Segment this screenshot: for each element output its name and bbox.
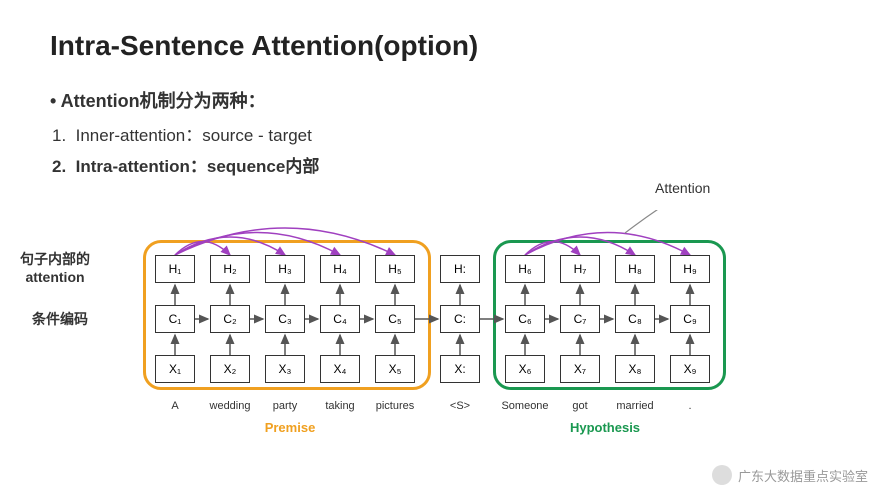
node-X9: X₉	[670, 355, 710, 383]
word-4: pictures	[376, 400, 415, 412]
node-H5: H:	[440, 255, 480, 283]
attention-label: Attention	[655, 180, 710, 196]
node-C7: C₇	[560, 305, 600, 333]
node-H9: H₉	[670, 255, 710, 283]
node-C6: C₆	[505, 305, 545, 333]
node-H2: H₃	[265, 255, 305, 283]
node-H6: H₆	[505, 255, 545, 283]
word-1: wedding	[210, 400, 251, 412]
node-X1: X₂	[210, 355, 250, 383]
node-C9: C₉	[670, 305, 710, 333]
node-X8: X₈	[615, 355, 655, 383]
hypothesis-label: Hypothesis	[570, 420, 640, 435]
node-X7: X₇	[560, 355, 600, 383]
node-X2: X₃	[265, 355, 305, 383]
bullet-header: • Attention机制分为两种：	[50, 87, 838, 113]
node-H0: H₁	[155, 255, 195, 283]
word-7: got	[572, 400, 587, 412]
node-H8: H₈	[615, 255, 655, 283]
node-C5: C:	[440, 305, 480, 333]
node-X4: X₅	[375, 355, 415, 383]
node-X0: X₁	[155, 355, 195, 383]
node-X3: X₄	[320, 355, 360, 383]
bullet-1: 1. Inner-attention：source - target	[52, 121, 838, 146]
bullet-2: 2. Intra-attention：sequence内部	[52, 152, 838, 177]
node-C0: C₁	[155, 305, 195, 333]
node-C2: C₃	[265, 305, 305, 333]
word-0: A	[171, 400, 178, 412]
word-3: taking	[325, 400, 354, 412]
node-C4: C₅	[375, 305, 415, 333]
side-label-attention: 句子内部的attention	[15, 250, 95, 286]
node-H3: H₄	[320, 255, 360, 283]
node-C3: C₄	[320, 305, 360, 333]
node-H7: H₇	[560, 255, 600, 283]
watermark-icon	[712, 465, 732, 485]
side-label-encoding: 条件编码	[25, 310, 95, 328]
word-5: <S>	[450, 400, 470, 412]
node-C1: C₂	[210, 305, 250, 333]
word-6: Someone	[501, 400, 548, 412]
architecture-diagram: 句子内部的attention 条件编码 H₁H₂H₃H₄H₅H:H₆H₇H₈H₉…	[95, 210, 845, 480]
node-X5: X:	[440, 355, 480, 383]
node-H4: H₅	[375, 255, 415, 283]
node-H1: H₂	[210, 255, 250, 283]
word-9: .	[688, 400, 691, 412]
node-X6: X₆	[505, 355, 545, 383]
node-C8: C₈	[615, 305, 655, 333]
word-8: married	[616, 400, 653, 412]
slide-title: Intra-Sentence Attention(option)	[50, 30, 838, 62]
premise-label: Premise	[265, 420, 316, 435]
word-2: party	[273, 400, 297, 412]
watermark: 广东大数据重点实验室	[712, 465, 868, 485]
